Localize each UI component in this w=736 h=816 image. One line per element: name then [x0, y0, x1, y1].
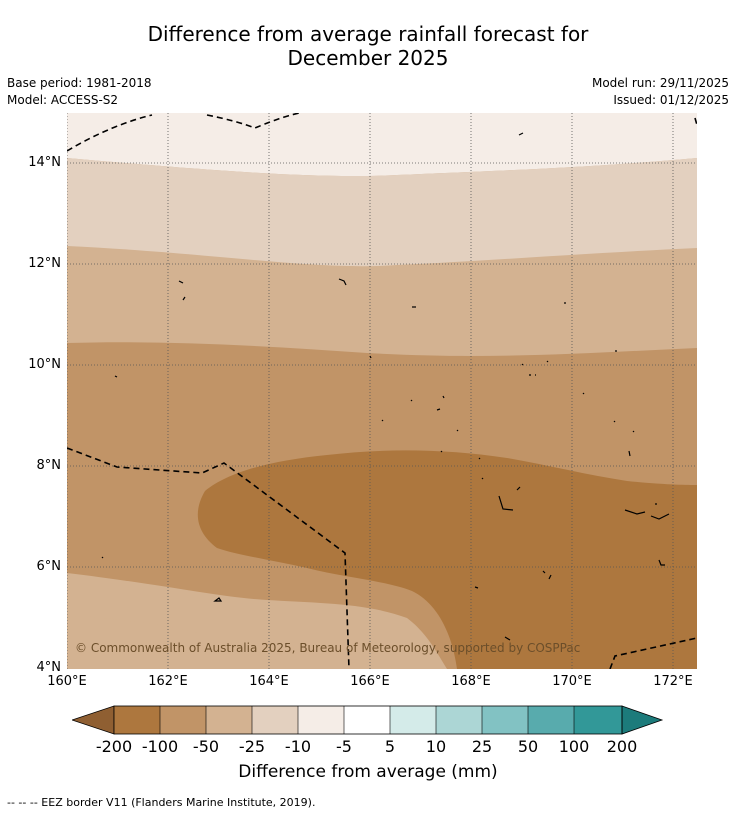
- lat-label-4n: 4°N: [36, 660, 62, 675]
- rainfall-map: [67, 113, 697, 669]
- colorbar-segment-5: [298, 706, 344, 734]
- lat-label-14n: 14°N: [28, 155, 61, 170]
- lon-label-170e: 170°E: [552, 674, 592, 689]
- eez-footnote: -- -- -- EEZ border V11 (Flanders Marine…: [7, 796, 316, 809]
- colorbar-label: -10: [284, 737, 312, 756]
- lon-label-162e: 162°E: [148, 674, 188, 689]
- meta-right: Model run: 29/11/2025 Issued: 01/12/2025: [592, 75, 729, 109]
- colorbar-high-arrow: [621, 705, 664, 735]
- colorbar-label: 25: [471, 737, 493, 756]
- band-minus-10: [67, 158, 697, 267]
- base-period: Base period: 1981-2018: [7, 76, 152, 90]
- colorbar-segment-3: [206, 706, 252, 734]
- colorbar: [72, 705, 664, 735]
- model-name: Model: ACCESS-S2: [7, 93, 119, 107]
- colorbar-label: 5: [384, 737, 396, 756]
- title-line-1: Difference from average rainfall forecas…: [147, 22, 589, 46]
- colorbar-label: 200: [606, 737, 638, 756]
- lon-label-164e: 164°E: [249, 674, 289, 689]
- colorbar-label: -200: [95, 737, 133, 756]
- lon-label-166e: 166°E: [350, 674, 390, 689]
- lat-label-6n: 6°N: [36, 559, 62, 574]
- title-line-2: December 2025: [287, 46, 449, 70]
- colorbar-label: -5: [336, 737, 352, 756]
- copyright-notice: © Commonwealth of Australia 2025, Bureau…: [75, 641, 581, 655]
- lon-label-168e: 168°E: [451, 674, 491, 689]
- lat-label-12n: 12°N: [28, 256, 61, 271]
- colorbar-segment-11: [574, 706, 622, 734]
- colorbar-segment-7: [390, 706, 436, 734]
- colorbar-label: -25: [238, 737, 266, 756]
- model-run: Model run: 29/11/2025: [591, 76, 729, 90]
- colorbar-segment-8: [436, 706, 482, 734]
- meta-left: Base period: 1981-2018 Model: ACCESS-S2: [7, 75, 152, 109]
- colorbar-segment-2: [160, 706, 206, 734]
- colorbar-segment-10: [528, 706, 574, 734]
- colorbar-segment-9: [482, 706, 528, 734]
- colorbar-segment-1: [114, 706, 160, 734]
- lat-label-10n: 10°N: [28, 357, 61, 372]
- colorbar-label: 100: [558, 737, 590, 756]
- band-minus-5: [67, 113, 697, 177]
- colorbar-title: Difference from average (mm): [238, 762, 498, 782]
- colorbar-segment-4: [252, 706, 298, 734]
- lon-label-160e: 160°E: [47, 674, 87, 689]
- band-minus-25-lower: [67, 616, 289, 669]
- colorbar-label: -100: [141, 737, 179, 756]
- colorbar-low-arrow: [72, 705, 115, 735]
- lon-label-172e: 172°E: [653, 674, 693, 689]
- chart-title: Difference from average rainfall forecas…: [0, 22, 736, 70]
- colorbar-label: 10: [425, 737, 447, 756]
- colorbar-label: -50: [192, 737, 220, 756]
- colorbar-segment-6: [344, 706, 390, 734]
- islands: [101, 132, 670, 641]
- grid-lines: [67, 113, 697, 669]
- colorbar-label: 50: [517, 737, 539, 756]
- lat-label-8n: 8°N: [36, 458, 62, 473]
- eez-borders: [67, 113, 697, 669]
- issued-date: Issued: 01/12/2025: [613, 93, 729, 107]
